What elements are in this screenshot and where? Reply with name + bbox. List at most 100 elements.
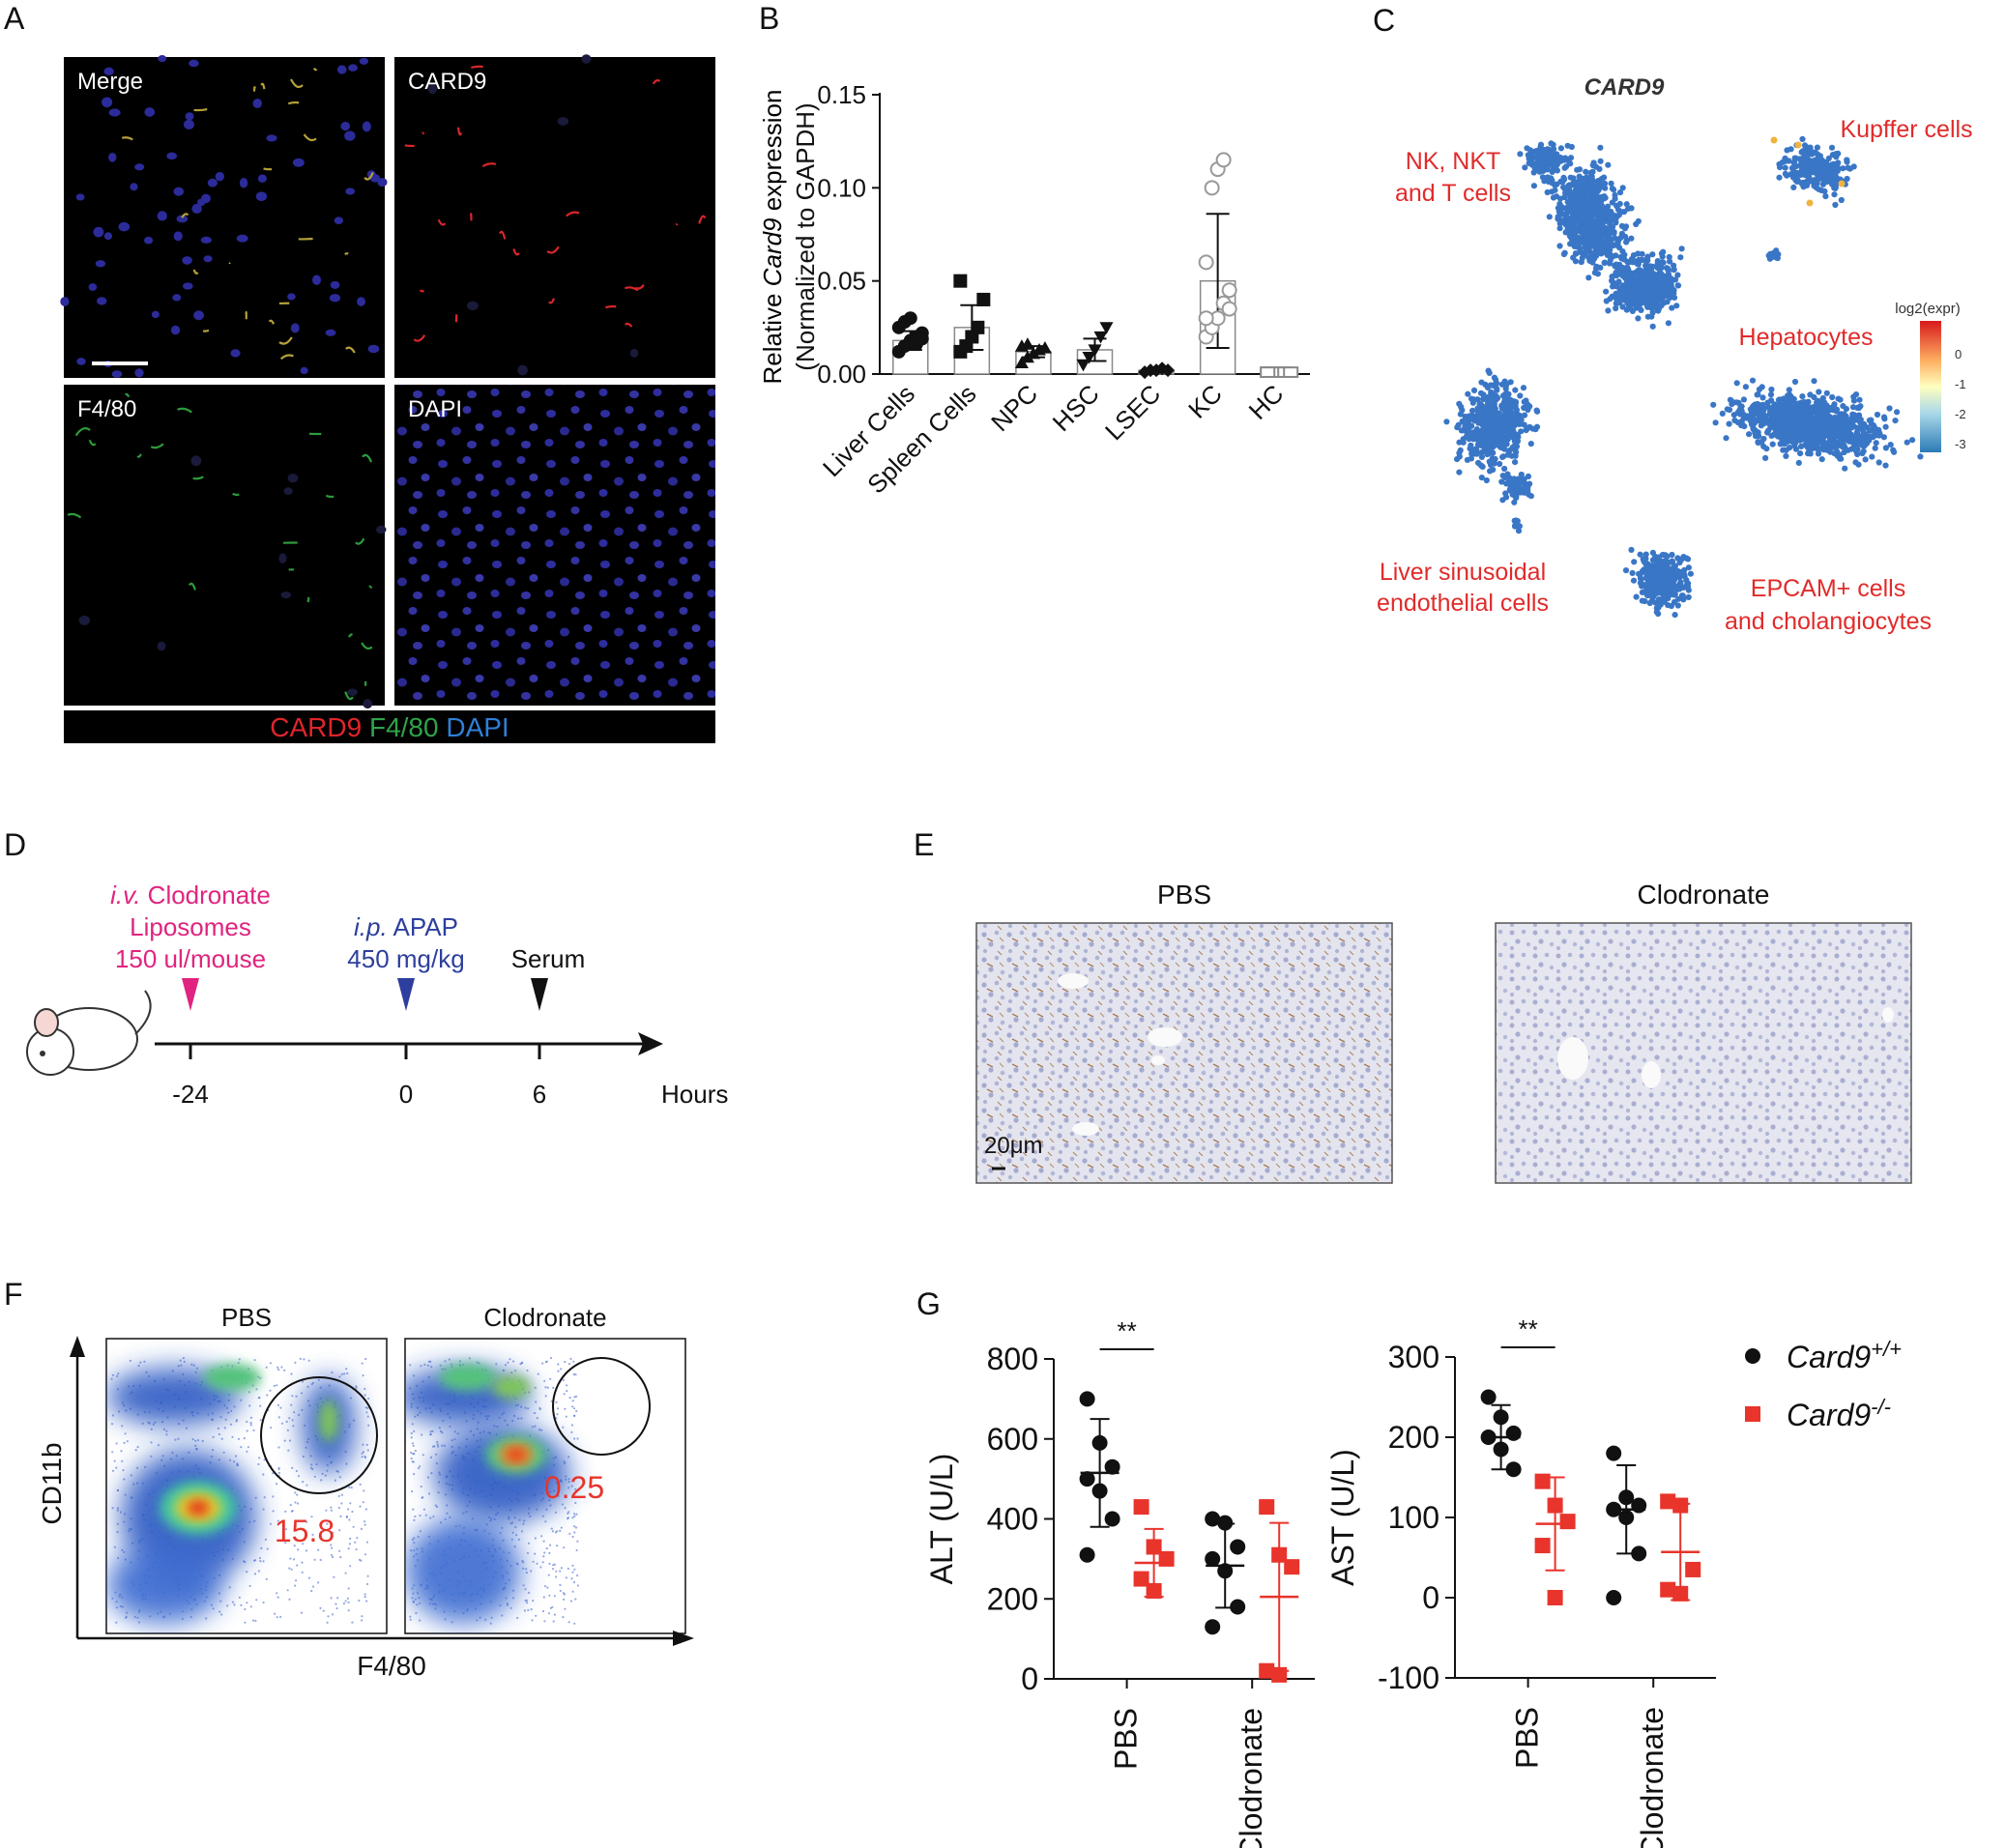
- event-dot: [263, 1458, 266, 1461]
- image-title: PBS: [1157, 880, 1211, 910]
- event-dot: [238, 1596, 241, 1599]
- stained-cell: [355, 537, 365, 545]
- cell-point: [1841, 423, 1847, 430]
- cell-point: [1668, 279, 1674, 286]
- cell-point: [1748, 409, 1755, 416]
- event-dot: [287, 1449, 290, 1452]
- event-dot: [302, 1380, 305, 1383]
- event-dot: [134, 1449, 137, 1452]
- event-dot: [421, 1496, 423, 1499]
- event-dot: [262, 1473, 265, 1476]
- cell-point: [1670, 585, 1676, 592]
- cell-point: [1506, 419, 1513, 426]
- event-dot: [248, 1584, 251, 1587]
- event-dot: [439, 1429, 443, 1432]
- cell-point: [1603, 288, 1610, 295]
- nucleus: [377, 178, 388, 188]
- event-dot: [545, 1547, 548, 1550]
- cell-point: [1606, 225, 1613, 232]
- cell-point: [1508, 409, 1515, 416]
- event-dot: [306, 1385, 309, 1388]
- cell-point: [1584, 240, 1590, 246]
- event-dot: [126, 1440, 129, 1443]
- cell-point: [1459, 407, 1466, 414]
- stained-cell: [136, 453, 142, 458]
- cell-point: [1563, 163, 1570, 170]
- cell-point: [1566, 182, 1573, 188]
- cell-point: [1678, 245, 1685, 252]
- cell-point: [1755, 391, 1761, 398]
- cell-point: [1831, 191, 1838, 198]
- event-dot: [533, 1411, 537, 1415]
- cell-point: [1621, 256, 1628, 263]
- event-dot: [352, 1525, 355, 1528]
- cell-point: [1507, 425, 1514, 432]
- event-dot: [115, 1621, 118, 1624]
- cell-point: [1660, 572, 1667, 580]
- event-dot: [317, 1548, 320, 1551]
- event-dot: [436, 1440, 439, 1444]
- time-tick-label: 6: [533, 1080, 546, 1109]
- cell-point: [1832, 201, 1839, 209]
- image-title: Clodronate: [1638, 880, 1770, 910]
- event-dot: [524, 1600, 527, 1603]
- cell-point: [1783, 157, 1789, 163]
- event-dot: [182, 1357, 185, 1360]
- colorbar-title: log2(expr): [1895, 301, 1961, 317]
- event-dot: [414, 1449, 417, 1453]
- cell-point: [1737, 403, 1744, 410]
- event-dot: [165, 1433, 168, 1436]
- cell-point: [1490, 466, 1497, 474]
- stained-cell: [121, 136, 133, 141]
- nucleus: [252, 99, 263, 108]
- event-dot: [350, 1487, 353, 1489]
- image-label: F4/80: [77, 396, 136, 422]
- data-point: [1161, 363, 1176, 378]
- cell-point: [1651, 579, 1658, 587]
- event-dot: [334, 1479, 336, 1482]
- event-dot: [541, 1561, 544, 1564]
- cell-point: [1872, 424, 1878, 431]
- cell-point: [1621, 209, 1628, 216]
- event-dot: [116, 1522, 119, 1525]
- cell-point: [1668, 602, 1674, 610]
- cell-point: [1655, 589, 1662, 595]
- stained-cell: [413, 334, 426, 342]
- cell-point: [1555, 208, 1562, 215]
- cell-point: [1729, 397, 1735, 404]
- cell-point: [1478, 401, 1485, 409]
- event-dot: [317, 1581, 320, 1584]
- cell-point: [1564, 189, 1571, 196]
- stained-cell: [456, 127, 463, 136]
- cell-point: [1518, 471, 1525, 478]
- event-dot: [535, 1614, 538, 1617]
- event-dot: [288, 1598, 291, 1601]
- event-dot: [546, 1386, 549, 1389]
- cell-point: [1855, 404, 1863, 412]
- event-dot: [276, 1403, 279, 1406]
- event-dot: [359, 1505, 362, 1508]
- event-dot: [566, 1384, 568, 1387]
- event-dot: [307, 1576, 311, 1579]
- cell-point: [1850, 163, 1857, 170]
- cell-point: [1796, 424, 1803, 431]
- event-dot: [121, 1548, 124, 1551]
- cell-point: [1623, 201, 1630, 208]
- event-dot: [302, 1455, 305, 1458]
- cell-point: [1666, 253, 1672, 261]
- nucleus: [280, 592, 292, 599]
- cell-point: [1513, 492, 1520, 500]
- cell-point: [1592, 194, 1599, 201]
- event-dot: [552, 1620, 555, 1623]
- cell-point: [1828, 144, 1836, 151]
- event-dot: [446, 1504, 449, 1507]
- cell-point: [1615, 212, 1622, 218]
- nucleus: [345, 188, 356, 195]
- if-image-card9: CARD9: [394, 54, 715, 378]
- y-axis-label-2: (Normalized to GAPDH): [791, 102, 820, 370]
- cell-point: [1819, 394, 1826, 402]
- cell-point: [1581, 212, 1587, 218]
- cell-point: [1515, 434, 1522, 441]
- cell-point: [1882, 445, 1889, 451]
- stained-cell: [303, 133, 317, 142]
